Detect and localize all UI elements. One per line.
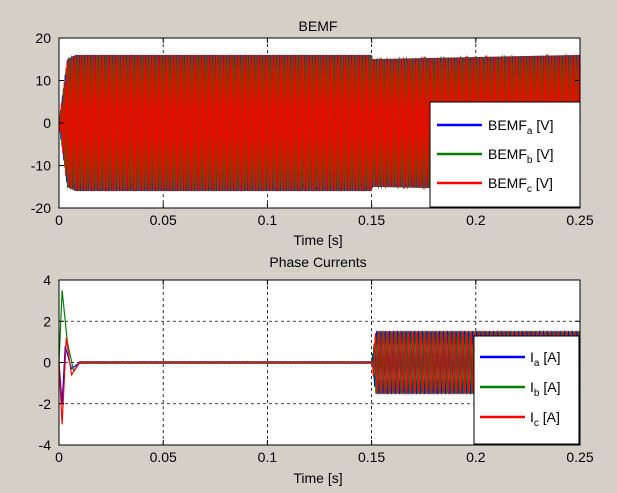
bemf-legend-label-c: BEMFc [V] [488, 175, 553, 195]
bemf-y-tick-label-3: 10 [35, 73, 51, 89]
bemf-series-a-line [58, 54, 581, 192]
bemf-legend-label-a: BEMFa [V] [488, 117, 553, 137]
phase-currents-x-tick-label-1: 0.05 [150, 449, 177, 465]
phase-currents-y-tick-label-0: -4 [39, 437, 52, 453]
bemf-y-tick-label-2: 0 [43, 115, 51, 131]
phase-currents-y-tick-label-4: 4 [43, 272, 51, 288]
bemf-y-tick-label-1: -10 [31, 158, 51, 174]
bemf-x-tick-label-3: 0.15 [358, 212, 385, 228]
phase-currents-x-tick-label-3: 0.15 [358, 449, 385, 465]
phase-currents-legend-label-c: Ic [A] [530, 409, 560, 429]
bemf-x-tick-label-2: 0.1 [258, 212, 278, 228]
phase-currents-title: Phase Currents [269, 254, 366, 270]
phase-currents-subplot: Phase Currents 0 0.05 0.1 0.15 0.2 0.25 -4 -2 0 2… [39, 254, 594, 486]
phase-currents-x-tick-label-2: 0.1 [258, 449, 278, 465]
phase-currents-y-tick-label-1: -2 [39, 396, 52, 412]
bemf-x-tick-label-1: 0.05 [150, 212, 177, 228]
phase-currents-x-axis-label: Time [s] [293, 470, 342, 486]
bemf-y-tick-label-0: -20 [31, 200, 51, 216]
bemf-legend: BEMFa [V] BEMFb [V] BEMFc [V] [429, 101, 581, 208]
phase-currents-ticks: 0 0.05 0.1 0.15 0.2 0.25 -4 -2 0 2 4 [39, 272, 594, 465]
bemf-x-tick-label-5: 0.25 [566, 212, 593, 228]
bemf-x-tick-label-4: 0.2 [466, 212, 486, 228]
phase-currents-x-tick-label-0: 0 [55, 449, 63, 465]
phase-currents-x-tick-label-4: 0.2 [466, 449, 486, 465]
bemf-legend-label-b: BEMFb [V] [488, 146, 553, 166]
bemf-title: BEMF [299, 18, 338, 34]
bemf-x-axis-label: Time [s] [293, 232, 342, 248]
phase-currents-y-tick-label-2: 0 [43, 355, 51, 371]
bemf-ticks: 0 0.05 0.1 0.15 0.2 0.25 -20 -10 0 10 20 [31, 30, 594, 228]
phase-currents-legend: Ia [A] Ib [A] Ic [A] [473, 335, 580, 445]
bemf-subplot: BEMF 0 0.05 0.1 0.15 0.2 0.25 -20 -10 0 10 20 Time… [31, 18, 594, 248]
phase-currents-legend-label-b: Ib [A] [530, 379, 560, 399]
phase-currents-legend-box [473, 335, 580, 445]
bemf-y-tick-label-4: 20 [35, 30, 51, 46]
phase-currents-legend-label-a: Ia [A] [530, 349, 560, 369]
bemf-x-tick-label-0: 0 [55, 212, 63, 228]
phase-currents-y-tick-label-3: 2 [43, 313, 51, 329]
phase-currents-x-tick-label-5: 0.25 [566, 449, 593, 465]
